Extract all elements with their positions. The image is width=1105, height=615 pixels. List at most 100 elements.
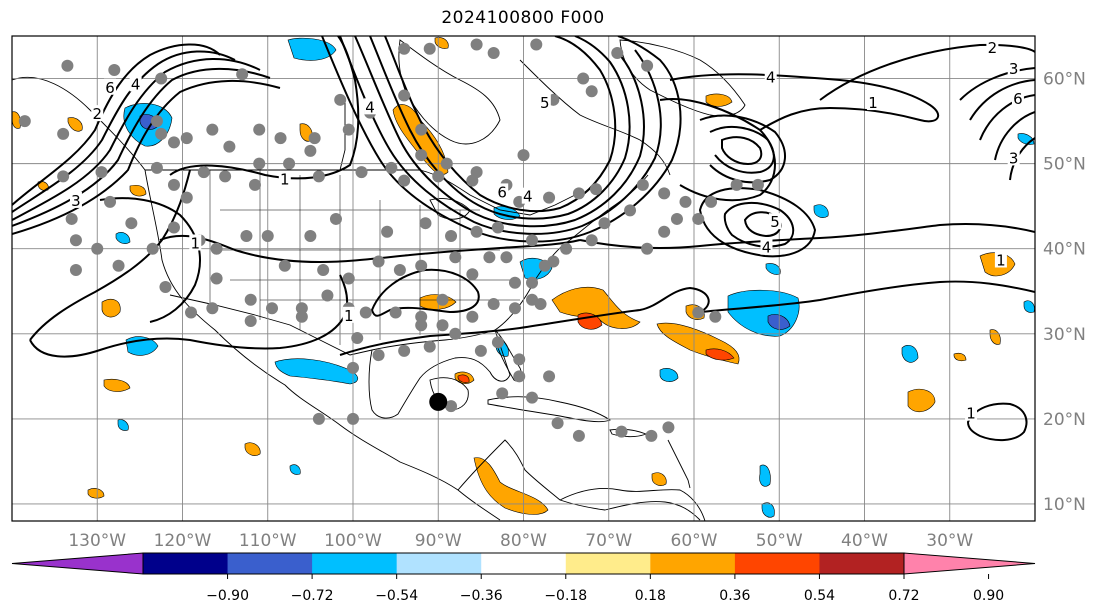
contour-label-bg xyxy=(521,187,534,204)
contour-line xyxy=(12,79,281,235)
contour-label: 3 xyxy=(71,192,81,210)
station-dot xyxy=(210,242,223,255)
station-dot xyxy=(615,425,628,438)
colorbar-tick-label: 0.54 xyxy=(804,588,835,604)
station-dot xyxy=(585,85,598,98)
station-dot xyxy=(679,195,692,208)
positive-anomaly-area xyxy=(37,181,49,191)
station-dot xyxy=(491,221,504,234)
station-dot xyxy=(253,123,266,136)
station-dot xyxy=(261,229,274,242)
station-dot xyxy=(470,166,483,179)
contour-label: 4 xyxy=(766,69,776,87)
contour-label: 4 xyxy=(365,98,375,116)
positive-anomaly-area xyxy=(101,299,121,318)
station-dot xyxy=(526,234,539,247)
station-dot xyxy=(155,127,168,140)
colorbar-tick-label: −0.18 xyxy=(544,588,587,604)
contour-label-bg xyxy=(278,170,291,187)
station-dot xyxy=(517,149,530,162)
station-dot xyxy=(206,123,219,136)
lon-tick-label: 100°W xyxy=(324,531,382,551)
contour-line xyxy=(12,67,271,227)
lat-tick-label: 60°N xyxy=(1043,70,1086,90)
station-dot xyxy=(662,421,675,434)
lon-tick-label: 30°W xyxy=(926,531,973,551)
colorbar-segment xyxy=(312,553,398,574)
station-dot xyxy=(538,259,551,272)
colorbar-segment xyxy=(565,553,651,574)
colorbar-low-extend xyxy=(11,552,144,575)
colorbar-segment xyxy=(650,553,736,574)
contour-label: 2 xyxy=(92,105,102,123)
station-dot xyxy=(167,136,180,149)
contour-label-bg xyxy=(189,234,202,251)
contour-label: 1 xyxy=(996,251,1006,269)
station-dot xyxy=(436,293,449,306)
lon-tick-label: 130°W xyxy=(68,531,126,551)
contour-label: 5 xyxy=(540,94,550,112)
station-dot xyxy=(577,72,590,85)
positive-anomaly-area xyxy=(103,378,131,392)
station-dot xyxy=(415,310,428,323)
station-dot xyxy=(500,251,513,264)
station-dot xyxy=(167,178,180,191)
contour-line xyxy=(579,223,1035,249)
colorbar-segment xyxy=(143,553,229,574)
station-dot xyxy=(283,157,296,170)
positive-anomaly-area xyxy=(67,117,83,132)
central-america xyxy=(457,439,701,521)
lon-tick-label: 60°W xyxy=(671,531,718,551)
station-dot xyxy=(543,191,556,204)
colorbar-frame xyxy=(142,552,905,575)
station-dot xyxy=(705,195,718,208)
lat-lon-grid xyxy=(12,36,1035,521)
contour-label: 1 xyxy=(868,94,878,112)
station-dot xyxy=(389,306,402,319)
station-dot xyxy=(543,370,556,383)
station-dot xyxy=(223,140,236,153)
station-dot xyxy=(304,229,317,242)
positive-anomaly-area xyxy=(473,457,549,515)
station-dot xyxy=(108,64,121,77)
station-dot xyxy=(167,221,180,234)
storm-center-marker[interactable] xyxy=(429,392,448,411)
station-dot xyxy=(347,412,359,425)
contour-label-bg xyxy=(69,191,82,208)
station-dot xyxy=(57,170,70,183)
contour-label-bg xyxy=(1007,60,1020,77)
contour-label-bg xyxy=(764,68,777,85)
contour-line xyxy=(669,73,940,131)
station-dot xyxy=(219,170,232,183)
positive-anomaly-area xyxy=(87,488,105,499)
station-dot xyxy=(112,259,125,272)
contour-label-bg xyxy=(1007,149,1020,166)
contour-line xyxy=(12,58,261,221)
station-dot xyxy=(449,251,462,264)
station-dot xyxy=(91,242,104,255)
contour-label: 4 xyxy=(523,188,533,206)
station-dot xyxy=(210,272,223,285)
station-dot xyxy=(244,315,257,328)
station-dot xyxy=(709,310,722,323)
station-dot xyxy=(436,319,449,332)
contour-label-bg xyxy=(104,78,117,95)
lon-tick-label: 40°W xyxy=(841,531,888,551)
colorbar-segment xyxy=(396,553,482,574)
contour-line xyxy=(723,201,795,248)
lat-tick-label: 30°N xyxy=(1043,325,1086,345)
colorbar-tick-label: −0.72 xyxy=(291,588,334,604)
contour-label: 3 xyxy=(1009,149,1019,167)
station-dot xyxy=(445,229,458,242)
contour-label-bg xyxy=(768,213,781,230)
negative-anomaly-area xyxy=(759,464,771,487)
station-dot xyxy=(150,115,163,128)
lat-tick-label: 10°N xyxy=(1043,495,1086,515)
negative-anomaly-area xyxy=(115,232,131,244)
contour-label: 4 xyxy=(762,239,772,257)
station-dot xyxy=(645,429,658,442)
station-dot xyxy=(69,263,82,276)
strong-positive-anomaly xyxy=(705,348,735,361)
lon-tick-label: 90°W xyxy=(415,531,462,551)
lon-tick-label: 80°W xyxy=(500,531,547,551)
